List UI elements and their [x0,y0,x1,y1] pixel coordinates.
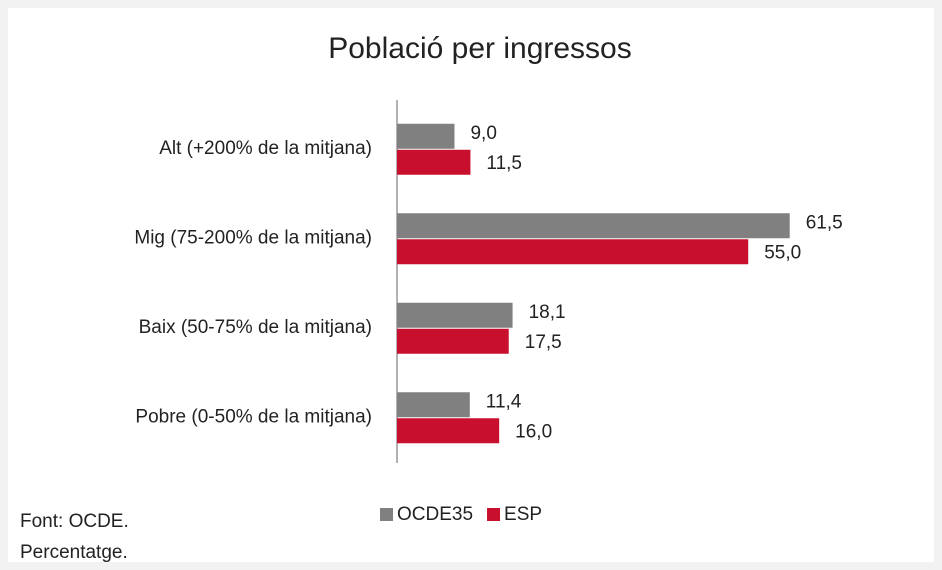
bar [397,149,471,175]
bar [397,213,790,239]
data-label: 18,1 [529,302,566,323]
data-label: 61,5 [806,212,843,233]
bar [397,123,455,149]
note: Percentatge. [20,542,128,563]
legend-swatch [380,508,393,521]
legend-swatch [487,508,501,521]
data-label: 11,4 [486,391,522,412]
data-label: 11,5 [486,153,522,174]
bar [397,328,509,354]
data-label: 17,5 [525,332,562,353]
chart-background [8,8,934,562]
bar [397,392,470,418]
y-tick-label: Alt (+200% de la mitjana) [159,138,372,159]
y-tick-label: Baix (50-75% de la mitjana) [139,317,372,338]
legend-label: OCDE35 [397,504,473,525]
bar [397,418,500,444]
data-label: 55,0 [764,242,801,263]
note: Font: OCDE. [20,511,129,532]
legend-label: ESP [504,504,542,525]
chart-title: Població per ingressos [328,32,632,65]
y-tick-label: Mig (75-200% de la mitjana) [134,227,372,248]
data-label: 16,0 [515,421,552,442]
y-tick-label: Pobre (0-50% de la mitjana) [135,406,372,427]
data-label: 9,0 [470,123,496,144]
bar [397,239,749,265]
bar [397,302,513,328]
